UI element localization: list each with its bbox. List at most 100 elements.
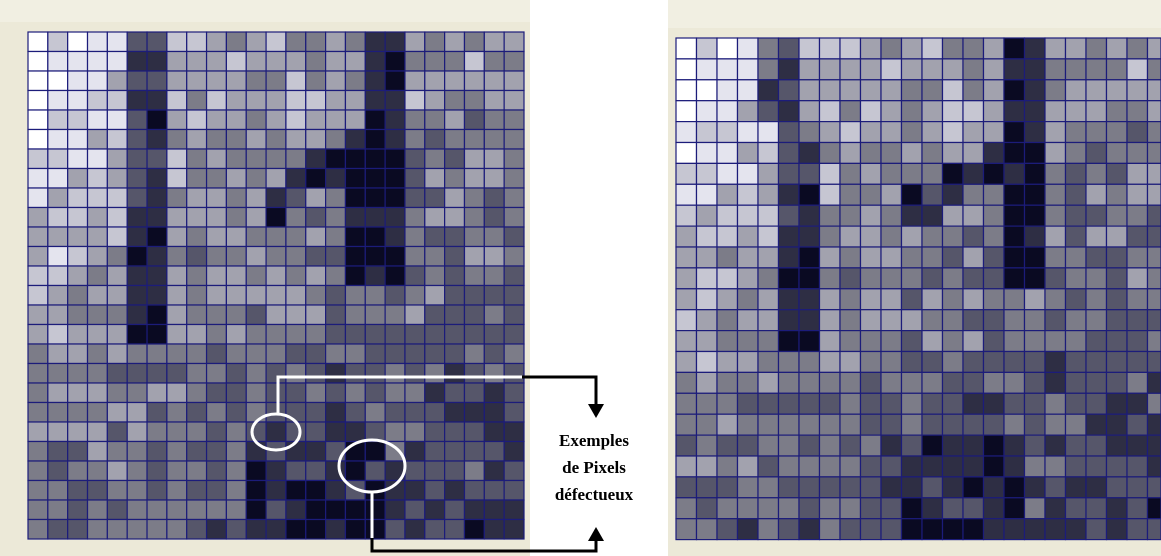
pixel-cell <box>67 109 89 131</box>
pixel-cell <box>1064 350 1087 373</box>
pixel-cell <box>245 362 267 384</box>
pixel-cell <box>1126 288 1149 311</box>
pixel-cell <box>67 89 89 111</box>
pixel-cell <box>205 518 227 540</box>
pixel-cell <box>1064 434 1087 457</box>
pixel-cell <box>186 206 208 228</box>
pixel-cell <box>86 206 108 228</box>
pixel-cell <box>503 284 525 306</box>
pixel-cell <box>818 413 841 436</box>
pixel-cell <box>285 206 307 228</box>
pixel-cell <box>757 79 780 102</box>
pixel-cell <box>27 440 49 462</box>
pixel-cell <box>695 204 718 227</box>
pixel-cell <box>818 434 841 457</box>
pixel-cell <box>463 50 485 72</box>
pixel-cell <box>47 70 69 92</box>
pixel-cell <box>126 31 148 53</box>
pixel-cell <box>344 265 366 287</box>
pixel-cell <box>47 343 69 365</box>
pixel-cell <box>982 434 1005 457</box>
pixel-cell <box>818 476 841 499</box>
pixel-cell <box>1105 58 1128 81</box>
pixel-cell <box>384 167 406 189</box>
pixel-cell <box>86 479 108 501</box>
pixel-cell <box>384 362 406 384</box>
right-pixel-grid <box>675 37 1161 541</box>
pixel-cell <box>146 479 168 501</box>
pixel-cell <box>305 245 327 267</box>
pixel-cell <box>166 362 188 384</box>
pixel-cell <box>675 309 698 332</box>
pixel-cell <box>921 392 944 415</box>
pixel-cell <box>1126 476 1149 499</box>
pixel-cell <box>839 288 862 311</box>
pixel-cell <box>166 89 188 111</box>
pixel-cell <box>1085 518 1108 541</box>
pixel-cell <box>1085 309 1108 332</box>
pixel-cell <box>982 141 1005 164</box>
pixel-cell <box>483 31 505 53</box>
pixel-cell <box>205 148 227 170</box>
pixel-cell <box>86 440 108 462</box>
pixel-cell <box>67 284 89 306</box>
pixel-cell <box>503 226 525 248</box>
pixel-cell <box>982 309 1005 332</box>
pixel-cell <box>186 343 208 365</box>
pixel-cell <box>1023 392 1046 415</box>
pixel-cell <box>757 141 780 164</box>
pixel-cell <box>757 309 780 332</box>
pixel-cell <box>186 31 208 53</box>
pixel-cell <box>1105 225 1128 248</box>
pixel-cell <box>205 50 227 72</box>
pixel-cell <box>941 267 964 290</box>
pixel-cell <box>126 362 148 384</box>
pixel-cell <box>344 109 366 131</box>
pixel-cell <box>880 225 903 248</box>
pixel-cell <box>47 362 69 384</box>
pixel-cell <box>1003 79 1026 102</box>
pixel-cell <box>305 128 327 150</box>
pixel-cell <box>1126 267 1149 290</box>
pixel-cell <box>67 148 89 170</box>
pixel-cell <box>1105 350 1128 373</box>
pixel-cell <box>86 109 108 131</box>
pixel-cell <box>1023 371 1046 394</box>
pixel-cell <box>404 479 426 501</box>
pixel-cell <box>86 128 108 150</box>
pixel-cell <box>695 288 718 311</box>
pixel-cell <box>1044 204 1067 227</box>
pixel-cell <box>818 183 841 206</box>
pixel-cell <box>305 440 327 462</box>
pixel-cell <box>265 245 287 267</box>
pixel-cell <box>47 304 69 326</box>
pixel-cell <box>1085 371 1108 394</box>
pixel-cell <box>982 330 1005 353</box>
pixel-cell <box>86 265 108 287</box>
pixel-cell <box>503 128 525 150</box>
pixel-cell <box>736 246 759 269</box>
pixel-cell <box>47 382 69 404</box>
pixel-cell <box>384 226 406 248</box>
pixel-cell <box>344 343 366 365</box>
pixel-cell <box>503 109 525 131</box>
pixel-cell <box>1126 204 1149 227</box>
pixel-cell <box>1023 330 1046 353</box>
pixel-cell <box>146 206 168 228</box>
pixel-cell <box>404 421 426 443</box>
pixel-cell <box>716 58 739 81</box>
pixel-cell <box>798 267 821 290</box>
pixel-cell <box>1105 476 1128 499</box>
pixel-cell <box>86 421 108 443</box>
pixel-cell <box>859 204 882 227</box>
pixel-cell <box>757 330 780 353</box>
pixel-cell <box>1023 267 1046 290</box>
pixel-cell <box>962 141 985 164</box>
pixel-cell <box>921 58 944 81</box>
pixel-cell <box>265 70 287 92</box>
pixel-cell <box>1044 267 1067 290</box>
pixel-cell <box>736 120 759 144</box>
pixel-cell <box>27 206 49 228</box>
pixel-cell <box>1126 37 1149 60</box>
pixel-cell <box>225 148 247 170</box>
